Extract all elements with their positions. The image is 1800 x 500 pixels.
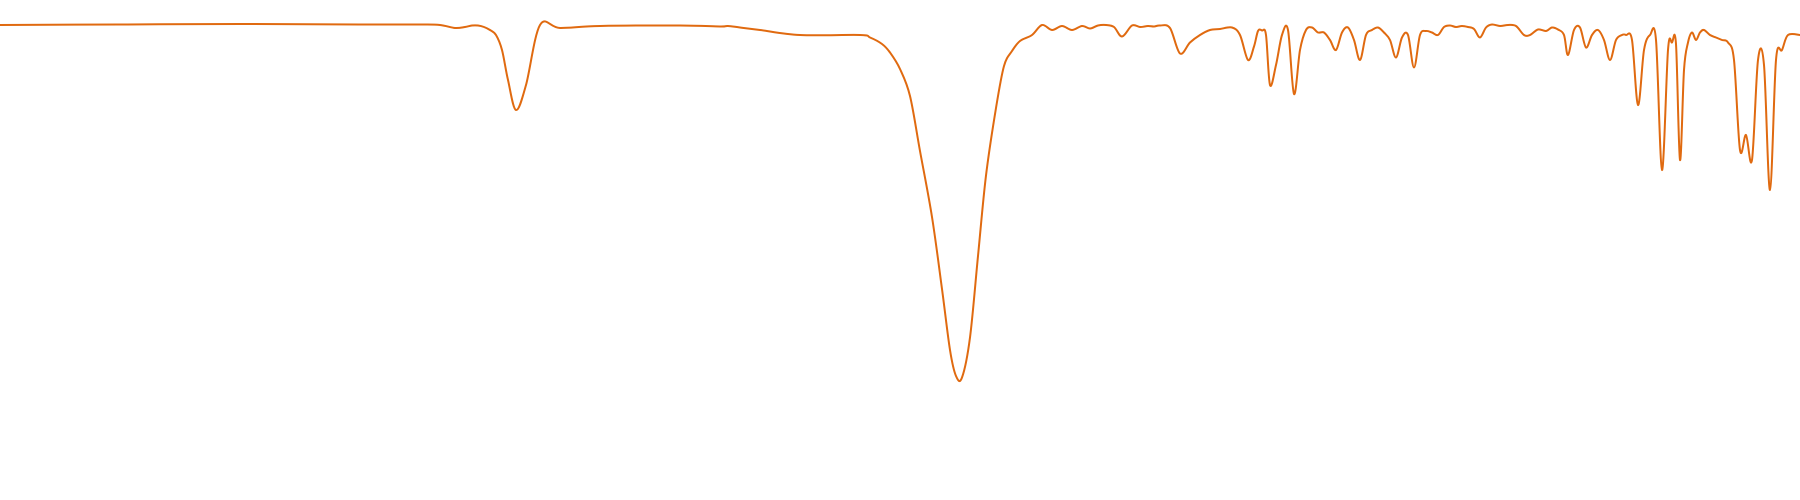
series-line: [0, 20, 1800, 383]
